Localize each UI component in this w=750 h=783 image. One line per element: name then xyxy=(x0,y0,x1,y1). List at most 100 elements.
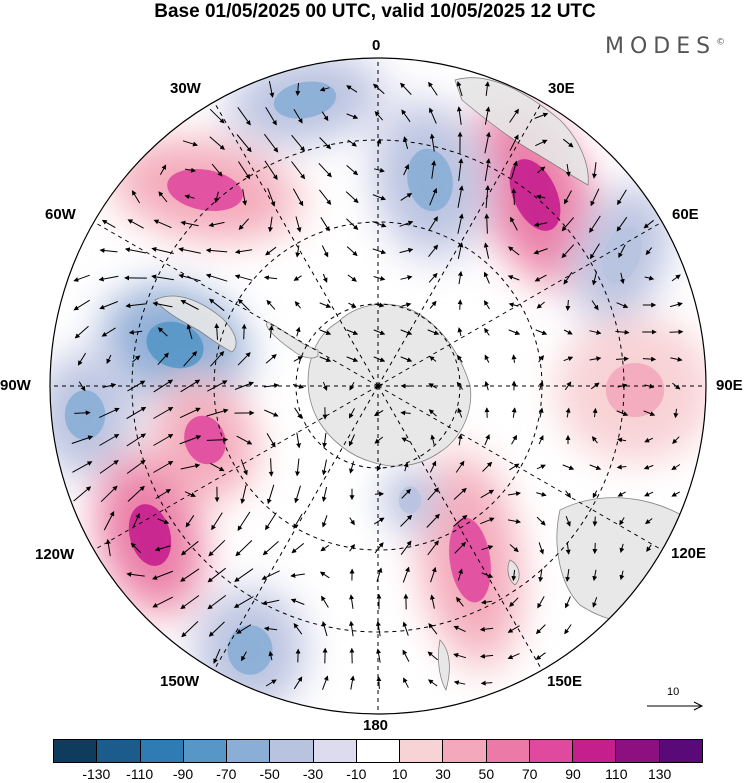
colorbar-tick-label: 70 xyxy=(521,766,538,782)
wind-vector-arrow xyxy=(347,274,357,282)
center-150e-positive-core xyxy=(449,517,491,603)
wind-vector-arrow xyxy=(456,81,463,97)
wind-vector-arrow xyxy=(565,490,571,499)
wind-vector-arrow xyxy=(619,543,625,554)
wind-vector-arrow xyxy=(153,406,174,419)
colorbar-tick-label: -90 xyxy=(172,766,194,782)
wind-vector-arrow xyxy=(237,107,251,126)
wind-vector-arrow xyxy=(265,354,277,364)
colorbar-tick-label: -50 xyxy=(259,766,280,782)
colorbar-swatch-10 xyxy=(486,739,530,763)
wind-vector-arrow xyxy=(241,323,247,340)
wind-vector-arrow xyxy=(507,653,520,660)
wind-vector-arrow xyxy=(589,243,600,260)
wind-vector-arrow xyxy=(321,486,328,502)
wind-vector-arrow xyxy=(403,677,409,688)
wind-vector-arrow xyxy=(457,213,464,234)
wind-vector-arrow xyxy=(642,356,657,362)
wind-vector-arrow xyxy=(479,626,494,632)
wind-vector-arrow xyxy=(180,540,199,556)
wind-vector-arrow xyxy=(210,462,225,472)
wind-vector-arrow xyxy=(643,464,654,470)
wind-vector-arrow xyxy=(565,407,571,418)
wind-vector-arrow xyxy=(484,81,490,96)
wind-vector-arrow xyxy=(101,219,116,229)
wind-vector-arrow xyxy=(73,299,90,311)
new-zealand-landmass xyxy=(438,639,450,692)
wind-vector-arrow xyxy=(669,329,684,335)
wind-vector-arrow xyxy=(376,567,383,582)
wind-vector-arrow xyxy=(457,185,464,208)
colorbar-tick-label: -130 xyxy=(82,766,111,782)
center-105w-positive-core xyxy=(184,415,226,465)
center-170e-negative-core xyxy=(398,486,422,514)
wind-vector-arrow xyxy=(457,407,463,418)
colorbar-swatch-0 xyxy=(53,739,98,763)
wind-vector-arrow xyxy=(236,624,252,634)
wind-vector-arrow xyxy=(320,544,330,552)
wind-vector-arrow xyxy=(592,407,598,418)
wind-vector-arrow xyxy=(535,652,546,660)
center-100e-positive-core xyxy=(605,363,665,417)
wind-vector-arrow xyxy=(484,106,491,125)
wind-vector-arrow xyxy=(591,436,598,444)
wind-vector-arrow xyxy=(132,355,141,363)
wind-vector-arrow xyxy=(74,410,91,416)
wind-vector-arrow xyxy=(511,160,518,179)
wind-vector-arrow xyxy=(234,568,254,582)
wind-vector-arrow xyxy=(671,491,681,497)
wind-vector-arrow xyxy=(535,329,548,335)
wind-vector-arrow xyxy=(589,464,602,470)
wind-vector-arrow xyxy=(349,408,355,419)
wind-vector-arrow xyxy=(403,136,409,150)
wind-vector-arrow xyxy=(617,437,627,443)
wind-vector-arrow xyxy=(457,299,463,310)
wind-vector-arrow xyxy=(538,568,544,583)
wind-vector-arrow xyxy=(349,594,355,609)
wind-vector-arrow xyxy=(428,216,438,232)
wind-vector-arrow xyxy=(400,410,411,416)
wind-vector-arrow xyxy=(238,218,250,231)
wind-vector-arrow xyxy=(265,246,277,256)
wind-vector-arrow xyxy=(484,131,491,154)
wind-vector-arrow xyxy=(184,491,196,497)
wind-vector-arrow xyxy=(207,595,227,610)
wind-vector-arrow xyxy=(179,435,202,445)
wind-vector-arrow xyxy=(507,275,520,281)
wind-vector-arrow xyxy=(616,216,628,232)
wind-vector-arrow xyxy=(400,193,413,201)
wind-vector-arrow xyxy=(152,301,173,308)
wind-vector-arrow xyxy=(372,83,385,95)
wind-vector-arrow xyxy=(181,621,199,638)
brand-name: MODES xyxy=(605,34,717,59)
colorbar-tick-label: 50 xyxy=(478,766,495,782)
wind-vector-arrow xyxy=(101,327,116,337)
wind-vector-arrow xyxy=(616,410,629,416)
wind-vector-arrow xyxy=(484,327,490,336)
wind-vector-arrow xyxy=(99,301,118,310)
wind-vector-arrow xyxy=(483,271,490,284)
wind-vector-arrow xyxy=(74,325,89,339)
wind-vector-arrow xyxy=(205,273,228,282)
wind-vector-arrow xyxy=(619,517,625,526)
wind-vector-arrow xyxy=(535,139,548,147)
wind-vector-arrow xyxy=(565,299,571,311)
wind-vector-arrow xyxy=(319,571,330,579)
wind-vector-arrow xyxy=(153,219,172,229)
wind-vector-arrow xyxy=(158,191,168,203)
wind-vector-arrow xyxy=(78,381,86,392)
wind-vector-arrow xyxy=(346,85,358,93)
wind-vector-arrow xyxy=(429,133,435,152)
africa-landmass xyxy=(454,77,589,186)
wind-vector-arrow xyxy=(208,539,226,557)
wind-vector-arrow xyxy=(126,406,147,420)
wind-vector-arrow xyxy=(535,194,546,200)
wind-vector-arrow xyxy=(125,303,146,309)
wind-vector-arrow xyxy=(511,407,517,418)
wind-vector-arrow xyxy=(346,165,359,176)
wind-vector-arrow xyxy=(178,247,201,254)
wind-vector-arrow xyxy=(205,247,228,253)
wind-vector-arrow xyxy=(536,516,546,526)
wind-vector-arrow xyxy=(268,81,275,98)
wind-vector-arrow xyxy=(235,540,253,557)
